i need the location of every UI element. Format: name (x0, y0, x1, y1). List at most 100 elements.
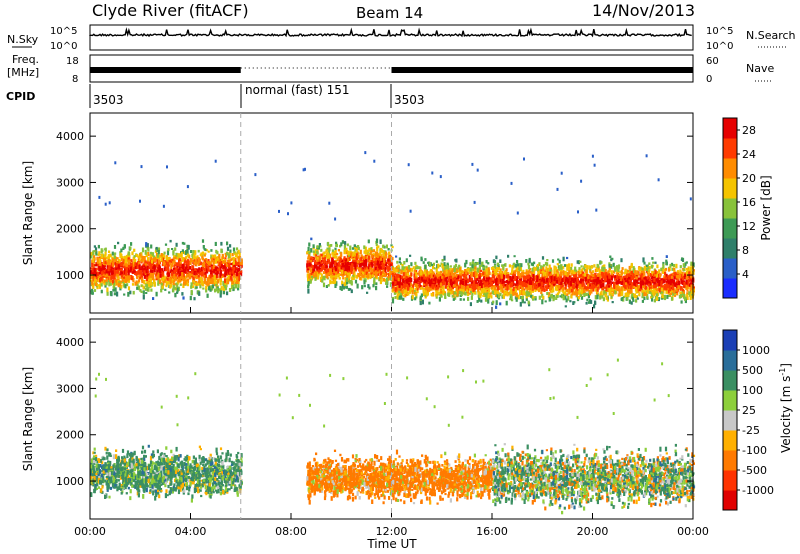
power-cell (184, 250, 188, 256)
power-cell (602, 272, 605, 277)
power-cell (544, 285, 547, 288)
power-cell (440, 288, 443, 292)
power-cell (415, 274, 418, 279)
power-cell (487, 270, 490, 274)
power-cell (398, 257, 401, 261)
power-cell (326, 258, 330, 261)
power-cell (402, 297, 405, 301)
power-cell (148, 275, 151, 279)
power-cell (140, 273, 143, 279)
power-cell (618, 274, 621, 278)
power-cell (128, 275, 131, 279)
power-cell (103, 254, 106, 258)
power-cell (91, 260, 94, 266)
power-cell (129, 290, 132, 295)
power-cell (337, 256, 340, 260)
power-cell (95, 272, 98, 277)
power-cell (503, 290, 506, 295)
power-cell (396, 260, 399, 264)
power-cell (171, 271, 174, 274)
power-cell (332, 253, 335, 257)
power-cell (326, 260, 329, 265)
power-cell (681, 271, 684, 276)
power-cell (194, 269, 197, 274)
power-cell (312, 250, 315, 253)
power-cell (159, 268, 162, 274)
power-cell (312, 265, 315, 268)
power-cell (463, 291, 466, 294)
power-cell (392, 271, 395, 275)
power-cell (207, 267, 210, 272)
power-cell (382, 277, 385, 282)
power-cell (580, 273, 583, 278)
power-cell (185, 270, 188, 274)
power-cell (240, 262, 243, 266)
power-cell (550, 269, 553, 274)
power-cell (321, 256, 325, 260)
power-cell (357, 246, 360, 251)
power-cell (325, 249, 328, 253)
power-cell (231, 253, 234, 257)
power-cell (440, 273, 443, 277)
power-cell (135, 254, 138, 257)
power-cell (112, 288, 115, 292)
power-cell (142, 285, 145, 290)
power-cell (226, 241, 229, 246)
power-cell (560, 280, 563, 286)
power-cell (93, 245, 96, 248)
power-cell (91, 290, 94, 295)
power-cell (218, 253, 221, 259)
power-cell (552, 284, 555, 288)
power-cell (209, 269, 212, 273)
power-cell (90, 279, 93, 282)
power-cell (632, 266, 635, 271)
power-cell (476, 300, 479, 303)
power-cell (318, 269, 321, 274)
power-cell (675, 276, 678, 281)
power-cell (231, 280, 234, 285)
power-cell (167, 257, 170, 260)
power-cell (344, 276, 347, 281)
power-cell (133, 267, 136, 272)
power-cell (373, 262, 376, 267)
power-cell (120, 284, 123, 289)
power-cell (458, 264, 461, 269)
power-cell (544, 279, 547, 284)
power-cell (147, 257, 150, 261)
power-cell (673, 283, 676, 287)
power-cell (403, 294, 406, 297)
power-cell (111, 258, 114, 262)
power-cell (120, 262, 123, 267)
power-cell (536, 277, 539, 283)
power-cell (153, 267, 156, 273)
power-cell (404, 293, 407, 298)
power-cell (122, 276, 125, 279)
power-cell (454, 267, 457, 270)
power-cell (226, 262, 229, 267)
power-cell (201, 271, 204, 277)
power-cell (477, 293, 480, 298)
power-cell (318, 257, 322, 262)
power-cell (109, 279, 112, 284)
power-cell (350, 289, 353, 294)
power-cell (690, 282, 693, 286)
power-cell (221, 275, 224, 278)
power-cell (359, 268, 362, 273)
power-cell (433, 287, 436, 290)
power-cell (154, 263, 157, 267)
power-cell (407, 274, 410, 280)
power-cell (157, 261, 161, 265)
power-cell (197, 249, 200, 253)
power-cell (671, 272, 674, 276)
power-cell (220, 264, 223, 269)
power-cell (361, 262, 364, 266)
power-cell (396, 265, 399, 270)
power-cell (567, 296, 570, 301)
power-cell (530, 280, 533, 285)
power-cell (370, 254, 373, 258)
power-cell (658, 269, 661, 274)
power-cell (329, 263, 332, 267)
power-cell (670, 275, 673, 280)
power-cell (203, 259, 206, 264)
power-cell (107, 267, 110, 272)
